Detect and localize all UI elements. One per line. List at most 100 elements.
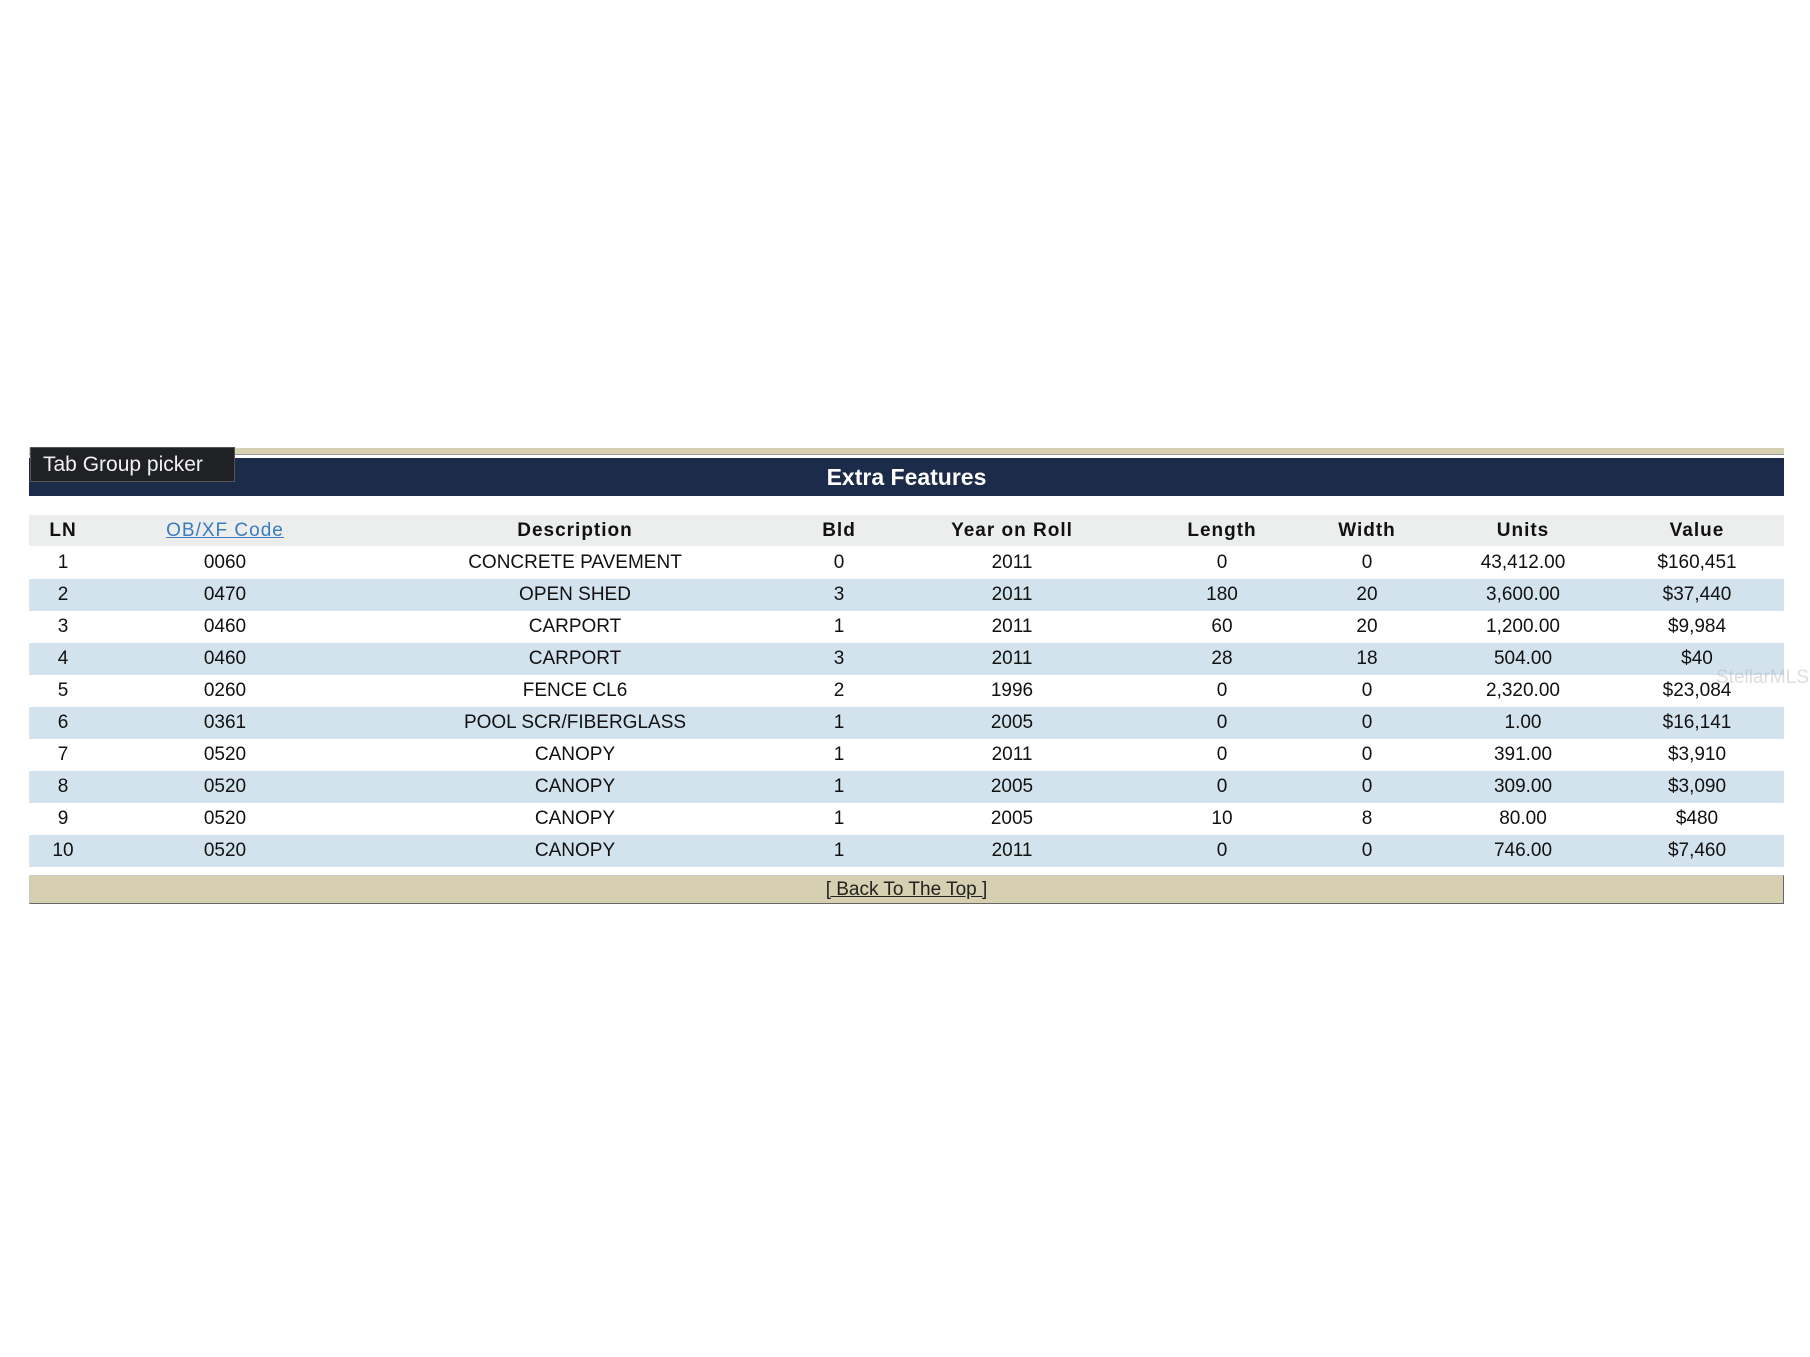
table-cell: 2005 [990,808,1034,829]
table-row: 6 0361 POOL SCR/FIBERGLASS 1 2005 0 0 1.00 $16,1… [29,707,1784,739]
table-cell: 0520 [203,840,247,861]
table-row: 2 0470 OPEN SHED 3 2011 180 20 3,600.00 $37,440 [29,579,1784,611]
table-row: 5 0260 FENCE CL6 2 1996 0 0 2,320.00 $23,084 [29,675,1784,707]
table-cell: POOL SCR/FIBERGLASS [463,712,687,733]
table-cell: FENCE CL6 [522,680,628,701]
table-cell: 1 [833,776,845,797]
table-cell: 1996 [990,680,1034,701]
table-cell: $480 [1675,808,1719,829]
table-cell: 0 [1216,552,1228,573]
table-cell: 1,200.00 [1486,616,1560,637]
section-title: Extra Features [29,458,1784,496]
table-cell: 8 [1361,808,1373,829]
column-header: Value [1669,520,1725,541]
table-cell: 180 [1206,584,1238,605]
table-cell: $23,084 [1662,680,1732,701]
table-cell: 1 [833,616,845,637]
table-cell: $3,910 [1667,744,1727,765]
table-cell: 2011 [991,840,1033,861]
table-cell: 0460 [203,648,247,669]
table-cell: 2005 [990,712,1034,733]
table-cell: 0520 [203,744,247,765]
table-cell: 0260 [203,680,247,701]
back-to-top-bar: [ Back To The Top ] [29,875,1784,904]
table-row: 9 0520 CANOPY 1 2005 10 8 80.00 $480 [29,803,1784,835]
table-cell: 1 [833,808,845,829]
table-cell: 2,320.00 [1486,680,1560,701]
table-cell: 0361 [203,712,247,733]
table-cell: 2 [833,680,845,701]
table-cell: $9,984 [1667,616,1727,637]
table-cell: CARPORT [528,616,622,637]
table-cell: 3 [57,616,69,637]
table-cell: CANOPY [534,744,616,765]
table-cell: 28 [1211,648,1233,669]
table-cell: 2011 [991,616,1033,637]
table-cell: 20 [1356,616,1378,637]
column-header: Units [1496,520,1550,541]
table-cell: 8 [57,776,69,797]
table-row: 1 0060 CONCRETE PAVEMENT 0 2011 0 0 43,412.00 $1… [29,547,1784,579]
table-cell: 1 [833,840,845,861]
table-cell: 0 [1361,776,1373,797]
back-to-top-link[interactable]: [ Back To The Top ] [825,878,988,900]
table-cell: 3,600.00 [1486,584,1560,605]
table-cell: 309.00 [1493,776,1553,797]
table-cell: 0 [1361,712,1373,733]
table-cell: 1 [833,712,845,733]
table-cell: 0 [1216,680,1228,701]
table-cell: $160,451 [1657,552,1737,573]
table-cell: 9 [57,808,69,829]
column-header: Description [517,520,633,541]
table-cell: 0520 [203,776,247,797]
watermark: StellarMLS [1716,667,1809,688]
table-cell: 0 [1361,744,1373,765]
table-cell: CANOPY [534,840,616,861]
table-cell: 0 [1361,680,1373,701]
column-header: Width [1338,520,1396,541]
table-cell: 60 [1211,616,1233,637]
table-cell: 5 [57,680,69,701]
table-cell: $40 [1681,648,1713,669]
table-row: 7 0520 CANOPY 1 2011 0 0 391.00 $3,910 [29,739,1784,771]
table-cell: 0060 [203,552,247,573]
table-cell: 0 [1216,840,1228,861]
table-cell: 2011 [991,744,1033,765]
table-cell: 3 [833,584,845,605]
table-cell: 43,412.00 [1480,552,1566,573]
table-cell: 10 [1211,808,1233,829]
table-cell: OPEN SHED [519,584,631,605]
table-cell: 2011 [991,648,1033,669]
table-cell: 1 [833,744,845,765]
column-header: Year on Roll [951,520,1073,541]
table-cell: $7,460 [1667,840,1727,861]
table-cell: $3,090 [1667,776,1727,797]
table-row: 8 0520 CANOPY 1 2005 0 0 309.00 $3,090 [29,771,1784,803]
table-cell: CARPORT [528,648,622,669]
table-cell: 1.00 [1504,712,1542,733]
table-cell: 0520 [203,808,247,829]
table-cell: 20 [1356,584,1378,605]
column-header[interactable]: OB/XF Code [166,520,284,541]
table-cell: 0 [1361,840,1373,861]
table-cell: 1 [57,552,69,573]
table-cell: 504.00 [1493,648,1553,669]
table-cell: 0 [1216,712,1228,733]
table-row: 4 0460 CARPORT 3 2011 28 18 504.00 $40 [29,643,1784,675]
table-cell: 18 [1356,648,1378,669]
table-cell: 2011 [991,584,1033,605]
table-cell: 6 [57,712,69,733]
table-cell: 746.00 [1493,840,1553,861]
table-cell: 2 [57,584,69,605]
table-cell: 80.00 [1499,808,1547,829]
table-cell: 0470 [203,584,247,605]
table-cell: 10 [52,840,74,861]
table-row: 10 0520 CANOPY 1 2011 0 0 746.00 $7,460 [29,835,1784,867]
table-cell: 3 [833,648,845,669]
column-header: Bld [822,520,856,541]
table-cell: CANOPY [534,808,616,829]
table-cell: 0 [1216,776,1228,797]
table-cell: 0 [1361,552,1373,573]
table-cell: $16,141 [1662,712,1732,733]
